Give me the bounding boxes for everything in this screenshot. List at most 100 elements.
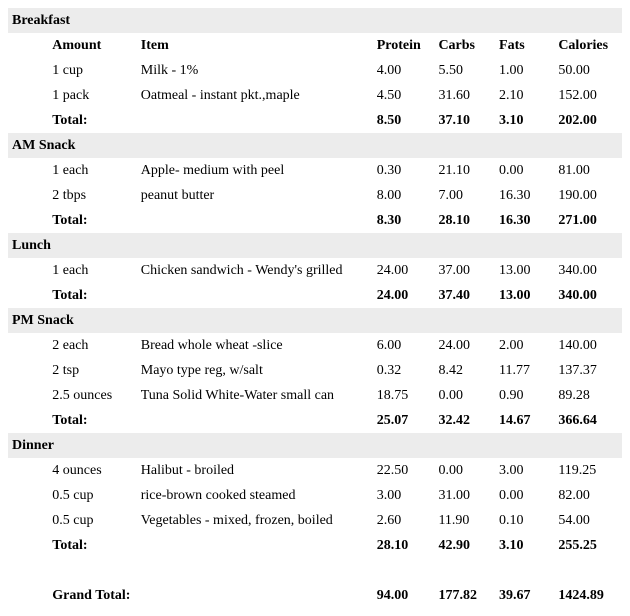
meal-header: Lunch bbox=[8, 233, 622, 258]
cell-amount: 2 tsp bbox=[48, 358, 136, 383]
grand-total-label: Grand Total: bbox=[48, 583, 372, 608]
cell-fats: 2.10 bbox=[495, 83, 554, 108]
meal-header: AM Snack bbox=[8, 133, 622, 158]
col-item-header: Item bbox=[137, 33, 373, 58]
food-row: 1 packOatmeal - instant pkt.,maple4.5031… bbox=[8, 83, 622, 108]
total-label: Total: bbox=[48, 408, 136, 433]
cell-fats: 0.00 bbox=[495, 483, 554, 508]
meal-total-row: Total:28.1042.903.10255.25 bbox=[8, 533, 622, 558]
cell-fats: 0.90 bbox=[495, 383, 554, 408]
food-row: 2 eachBread whole wheat -slice6.0024.002… bbox=[8, 333, 622, 358]
cell-calories: 81.00 bbox=[554, 158, 622, 183]
cell-calories: 190.00 bbox=[554, 183, 622, 208]
cell-carbs: 0.00 bbox=[434, 383, 495, 408]
food-row: 1 cupMilk - 1%4.005.501.0050.00 bbox=[8, 58, 622, 83]
total-carbs: 28.10 bbox=[434, 208, 495, 233]
cell-fats: 3.00 bbox=[495, 458, 554, 483]
total-protein: 25.07 bbox=[373, 408, 435, 433]
cell-amount: 0.5 cup bbox=[48, 483, 136, 508]
cell-fats: 13.00 bbox=[495, 258, 554, 283]
cell-item: rice-brown cooked steamed bbox=[137, 483, 373, 508]
col-fats-header: Fats bbox=[495, 33, 554, 58]
cell-amount: 2.5 ounces bbox=[48, 383, 136, 408]
cell-item: Chicken sandwich - Wendy's grilled bbox=[137, 258, 373, 283]
cell-carbs: 7.00 bbox=[434, 183, 495, 208]
cell-item: Bread whole wheat -slice bbox=[137, 333, 373, 358]
cell-calories: 54.00 bbox=[554, 508, 622, 533]
food-row: 1 eachApple- medium with peel0.3021.100.… bbox=[8, 158, 622, 183]
cell-item: Milk - 1% bbox=[137, 58, 373, 83]
cell-calories: 50.00 bbox=[554, 58, 622, 83]
cell-protein: 18.75 bbox=[373, 383, 435, 408]
cell-carbs: 21.10 bbox=[434, 158, 495, 183]
cell-item: Tuna Solid White-Water small can bbox=[137, 383, 373, 408]
cell-amount: 2 each bbox=[48, 333, 136, 358]
cell-protein: 4.50 bbox=[373, 83, 435, 108]
meal-header: PM Snack bbox=[8, 308, 622, 333]
cell-protein: 2.60 bbox=[373, 508, 435, 533]
total-calories: 366.64 bbox=[554, 408, 622, 433]
cell-fats: 11.77 bbox=[495, 358, 554, 383]
cell-calories: 340.00 bbox=[554, 258, 622, 283]
cell-item: peanut butter bbox=[137, 183, 373, 208]
nutrition-table: BreakfastAmountItemProteinCarbsFatsCalor… bbox=[8, 8, 622, 608]
cell-protein: 0.32 bbox=[373, 358, 435, 383]
cell-carbs: 5.50 bbox=[434, 58, 495, 83]
total-label: Total: bbox=[48, 208, 136, 233]
col-calories-header: Calories bbox=[554, 33, 622, 58]
cell-protein: 8.00 bbox=[373, 183, 435, 208]
cell-carbs: 31.60 bbox=[434, 83, 495, 108]
total-calories: 271.00 bbox=[554, 208, 622, 233]
cell-amount: 1 each bbox=[48, 158, 136, 183]
cell-carbs: 8.42 bbox=[434, 358, 495, 383]
cell-amount: 0.5 cup bbox=[48, 508, 136, 533]
total-protein: 24.00 bbox=[373, 283, 435, 308]
total-carbs: 37.10 bbox=[434, 108, 495, 133]
grand-protein: 94.00 bbox=[373, 583, 435, 608]
total-carbs: 32.42 bbox=[434, 408, 495, 433]
cell-calories: 140.00 bbox=[554, 333, 622, 358]
cell-item: Halibut - broiled bbox=[137, 458, 373, 483]
total-fats: 3.10 bbox=[495, 533, 554, 558]
cell-carbs: 24.00 bbox=[434, 333, 495, 358]
cell-item: Oatmeal - instant pkt.,maple bbox=[137, 83, 373, 108]
total-label: Total: bbox=[48, 533, 136, 558]
cell-carbs: 31.00 bbox=[434, 483, 495, 508]
total-fats: 14.67 bbox=[495, 408, 554, 433]
grand-carbs: 177.82 bbox=[434, 583, 495, 608]
cell-amount: 1 cup bbox=[48, 58, 136, 83]
total-label: Total: bbox=[48, 283, 136, 308]
cell-item: Apple- medium with peel bbox=[137, 158, 373, 183]
col-amount-header: Amount bbox=[48, 33, 136, 58]
meal-header: Dinner bbox=[8, 433, 622, 458]
cell-calories: 89.28 bbox=[554, 383, 622, 408]
cell-fats: 2.00 bbox=[495, 333, 554, 358]
meal-total-row: Total: 24.0037.4013.00340.00 bbox=[8, 283, 622, 308]
cell-fats: 1.00 bbox=[495, 58, 554, 83]
cell-protein: 4.00 bbox=[373, 58, 435, 83]
food-row: 1 eachChicken sandwich - Wendy's grilled… bbox=[8, 258, 622, 283]
total-protein: 28.10 bbox=[373, 533, 435, 558]
total-protein: 8.30 bbox=[373, 208, 435, 233]
cell-protein: 0.30 bbox=[373, 158, 435, 183]
cell-protein: 6.00 bbox=[373, 333, 435, 358]
cell-item: Mayo type reg, w/salt bbox=[137, 358, 373, 383]
total-carbs: 37.40 bbox=[434, 283, 495, 308]
cell-fats: 16.30 bbox=[495, 183, 554, 208]
food-row: 2.5 ouncesTuna Solid White-Water small c… bbox=[8, 383, 622, 408]
total-fats: 16.30 bbox=[495, 208, 554, 233]
cell-protein: 24.00 bbox=[373, 258, 435, 283]
cell-amount: 4 ounces bbox=[48, 458, 136, 483]
total-fats: 13.00 bbox=[495, 283, 554, 308]
cell-calories: 152.00 bbox=[554, 83, 622, 108]
total-calories: 340.00 bbox=[554, 283, 622, 308]
food-row: 2 tspMayo type reg, w/salt0.328.4211.771… bbox=[8, 358, 622, 383]
grand-fats: 39.67 bbox=[495, 583, 554, 608]
total-protein: 8.50 bbox=[373, 108, 435, 133]
cell-carbs: 0.00 bbox=[434, 458, 495, 483]
cell-amount: 1 each bbox=[48, 258, 136, 283]
cell-item: Vegetables - mixed, frozen, boiled bbox=[137, 508, 373, 533]
total-calories: 202.00 bbox=[554, 108, 622, 133]
cell-calories: 119.25 bbox=[554, 458, 622, 483]
cell-carbs: 11.90 bbox=[434, 508, 495, 533]
